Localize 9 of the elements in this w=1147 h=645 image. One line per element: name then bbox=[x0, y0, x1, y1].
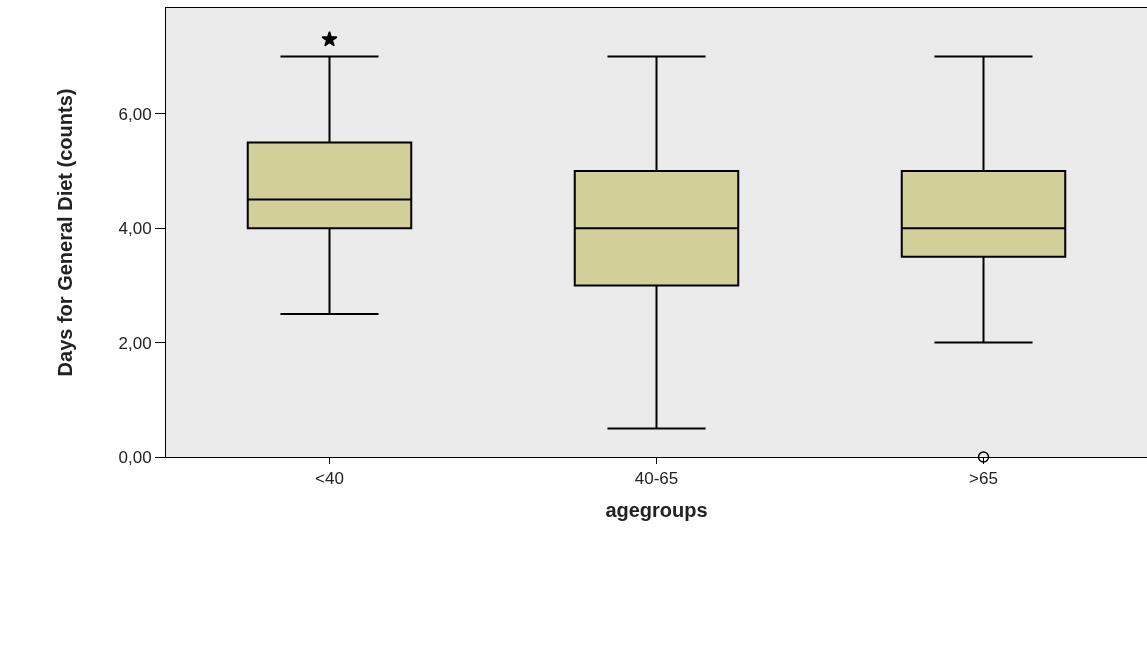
x-tick-label: >65 bbox=[969, 469, 998, 489]
y-tick-label: 0,00 bbox=[118, 447, 152, 467]
x-axis-title: agegroups bbox=[605, 498, 708, 521]
x-tick-label: 40-65 bbox=[634, 469, 679, 489]
x-tick-label: <40 bbox=[315, 469, 344, 489]
y-tick-label: 4,00 bbox=[118, 219, 152, 239]
y-axis-title: Days for General Diet (counts) bbox=[54, 88, 77, 377]
y-tick-label: 2,00 bbox=[118, 333, 152, 353]
y-tick-label: 6,00 bbox=[118, 104, 152, 124]
